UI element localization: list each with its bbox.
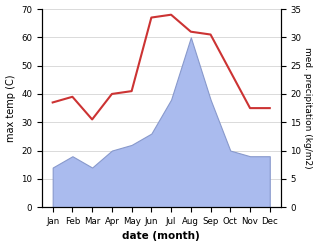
Y-axis label: med. precipitation (kg/m2): med. precipitation (kg/m2) xyxy=(303,47,313,169)
Y-axis label: max temp (C): max temp (C) xyxy=(5,74,16,142)
X-axis label: date (month): date (month) xyxy=(122,231,200,242)
